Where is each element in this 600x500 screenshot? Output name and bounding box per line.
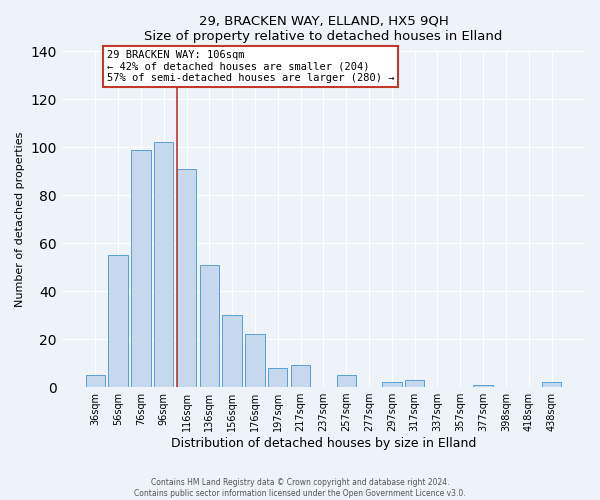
- Bar: [86, 375, 105, 387]
- Text: 29 BRACKEN WAY: 106sqm
← 42% of detached houses are smaller (204)
57% of semi-de: 29 BRACKEN WAY: 106sqm ← 42% of detached…: [107, 50, 394, 83]
- Bar: [473, 384, 493, 387]
- Bar: [177, 168, 196, 387]
- Bar: [223, 315, 242, 387]
- Bar: [337, 375, 356, 387]
- Bar: [200, 264, 219, 387]
- X-axis label: Distribution of detached houses by size in Elland: Distribution of detached houses by size …: [171, 437, 476, 450]
- Bar: [131, 150, 151, 387]
- Bar: [542, 382, 561, 387]
- Y-axis label: Number of detached properties: Number of detached properties: [15, 132, 25, 307]
- Bar: [268, 368, 287, 387]
- Bar: [154, 142, 173, 387]
- Bar: [291, 366, 310, 387]
- Bar: [109, 255, 128, 387]
- Bar: [382, 382, 401, 387]
- Bar: [245, 334, 265, 387]
- Title: 29, BRACKEN WAY, ELLAND, HX5 9QH
Size of property relative to detached houses in: 29, BRACKEN WAY, ELLAND, HX5 9QH Size of…: [144, 15, 503, 43]
- Bar: [405, 380, 424, 387]
- Text: Contains HM Land Registry data © Crown copyright and database right 2024.
Contai: Contains HM Land Registry data © Crown c…: [134, 478, 466, 498]
